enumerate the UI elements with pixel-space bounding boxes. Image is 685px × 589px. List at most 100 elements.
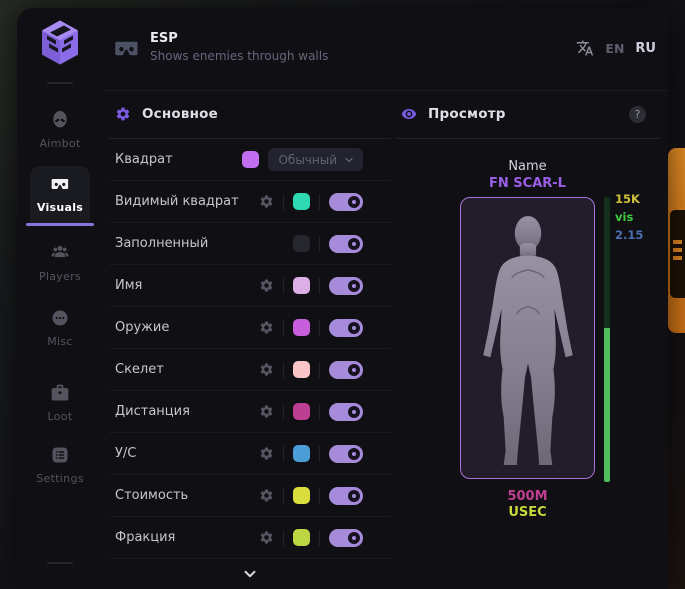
setting-controls bbox=[293, 234, 363, 253]
color-swatch[interactable] bbox=[293, 277, 310, 294]
divider bbox=[319, 319, 320, 336]
toggle-switch[interactable] bbox=[329, 360, 363, 379]
divider bbox=[47, 82, 73, 84]
toggle-switch[interactable] bbox=[329, 402, 363, 421]
divider bbox=[283, 361, 284, 378]
toggle-switch[interactable] bbox=[329, 192, 363, 211]
sg-cube-logo-icon bbox=[42, 20, 78, 65]
cheat-menu-window: Aimbot Visuals Players Misc Loot Setting… bbox=[17, 8, 668, 589]
setting-controls bbox=[259, 486, 363, 505]
setting-row: Оружие bbox=[109, 307, 391, 349]
settings-panel: Основное Квадрат Обычный Видимый квадрат bbox=[109, 90, 391, 585]
color-swatch[interactable] bbox=[293, 235, 310, 252]
sidebar-item-label: Settings bbox=[36, 472, 84, 485]
health-bar-fill bbox=[604, 328, 610, 482]
toggle-knob bbox=[348, 531, 360, 544]
setting-controls bbox=[259, 444, 363, 463]
section-title: Основное bbox=[142, 106, 218, 122]
toggle-switch[interactable] bbox=[329, 234, 363, 253]
lang-en[interactable]: EN bbox=[605, 40, 625, 56]
help-badge[interactable]: ? bbox=[629, 106, 646, 123]
setting-label: У/С bbox=[115, 446, 137, 461]
sidebar-item-loot[interactable]: Loot bbox=[30, 375, 90, 432]
setting-row: Имя bbox=[109, 265, 391, 307]
setting-label: Имя bbox=[115, 278, 143, 293]
page-title: ESP bbox=[150, 31, 178, 46]
sidebar-item-icon bbox=[50, 308, 70, 328]
health-bar bbox=[604, 197, 610, 482]
faction-label: USEC bbox=[508, 505, 547, 520]
window-header: ESP Shows enemies through walls EN RU bbox=[103, 8, 668, 91]
sidebar-item-misc[interactable]: Misc bbox=[30, 300, 90, 357]
setting-row: Фракция bbox=[109, 517, 391, 559]
divider bbox=[319, 235, 320, 252]
gear-icon[interactable] bbox=[259, 404, 274, 419]
gear-icon[interactable] bbox=[259, 320, 274, 335]
setting-label: Стоимость bbox=[115, 488, 189, 503]
chevron-down-icon bbox=[343, 154, 355, 166]
sidebar-item-players[interactable]: Players bbox=[30, 235, 90, 292]
toggle-knob bbox=[348, 195, 360, 208]
toggle-switch[interactable] bbox=[329, 528, 363, 547]
toggle-switch[interactable] bbox=[329, 276, 363, 295]
preview-section-header: Просмотр ? bbox=[395, 90, 660, 139]
sidebar-item-icon bbox=[50, 243, 70, 263]
sidebar-item-icon bbox=[50, 174, 70, 194]
esp-stat-vis: vis bbox=[615, 210, 634, 224]
sidebar-item-aimbot[interactable]: Aimbot bbox=[30, 102, 90, 159]
setting-controls bbox=[259, 192, 363, 211]
esp-stat-2.15: 2.15 bbox=[615, 228, 644, 242]
color-swatch[interactable] bbox=[293, 445, 310, 462]
sidebar: Aimbot Visuals Players Misc Loot Setting… bbox=[17, 8, 103, 589]
sidebar-item-visuals[interactable]: Visuals bbox=[26, 166, 94, 226]
color-swatch[interactable] bbox=[293, 319, 310, 336]
gear-icon[interactable] bbox=[259, 488, 274, 503]
color-swatch[interactable] bbox=[293, 487, 310, 504]
gear-icon[interactable] bbox=[259, 278, 274, 293]
distance-label: 500M bbox=[507, 489, 548, 504]
gear-icon[interactable] bbox=[259, 446, 274, 461]
toggle-switch[interactable] bbox=[329, 444, 363, 463]
goggles-icon bbox=[113, 35, 140, 62]
toggle-switch[interactable] bbox=[329, 486, 363, 505]
sidebar-item-settings[interactable]: Settings bbox=[30, 437, 90, 494]
item-silhouette bbox=[670, 210, 685, 298]
toggle-knob bbox=[348, 447, 360, 460]
preview-panel: Просмотр ? Name FN SCAR-L 15K vis 2.15 500… bbox=[395, 90, 660, 520]
lang-ru[interactable]: RU bbox=[635, 40, 656, 56]
color-swatch[interactable] bbox=[293, 193, 310, 210]
setting-row: Скелет bbox=[109, 349, 391, 391]
dropdown-select[interactable]: Обычный bbox=[268, 148, 363, 171]
setting-controls bbox=[259, 318, 363, 337]
toggle-switch[interactable] bbox=[329, 318, 363, 337]
toggle-knob bbox=[348, 489, 360, 502]
setting-row: Стоимость bbox=[109, 475, 391, 517]
divider bbox=[319, 361, 320, 378]
setting-row: Заполненный bbox=[109, 223, 391, 265]
translate-icon bbox=[576, 39, 594, 57]
divider bbox=[319, 403, 320, 420]
divider bbox=[283, 445, 284, 462]
target-weapon-name: FN SCAR-L bbox=[489, 176, 566, 191]
language-switcher: EN RU bbox=[576, 39, 656, 57]
color-swatch[interactable] bbox=[242, 151, 260, 168]
gear-icon[interactable] bbox=[259, 530, 274, 545]
gear-icon[interactable] bbox=[259, 194, 274, 209]
sidebar-item-icon bbox=[50, 445, 70, 465]
color-swatch[interactable] bbox=[293, 529, 310, 546]
color-swatch[interactable] bbox=[293, 403, 310, 420]
sidebar-item-label: Aimbot bbox=[39, 137, 81, 150]
eye-icon bbox=[401, 106, 417, 122]
esp-stat-15K: 15K bbox=[615, 192, 640, 206]
setting-controls bbox=[259, 276, 363, 295]
body-model bbox=[482, 215, 573, 466]
sidebar-item-label: Loot bbox=[47, 410, 73, 423]
color-swatch[interactable] bbox=[293, 361, 310, 378]
divider bbox=[319, 529, 320, 546]
scroll-more-button[interactable] bbox=[235, 565, 265, 585]
divider bbox=[319, 193, 320, 210]
toggle-knob bbox=[348, 321, 360, 334]
gear-icon[interactable] bbox=[259, 362, 274, 377]
esp-stats: 15K vis 2.15 bbox=[615, 190, 643, 244]
